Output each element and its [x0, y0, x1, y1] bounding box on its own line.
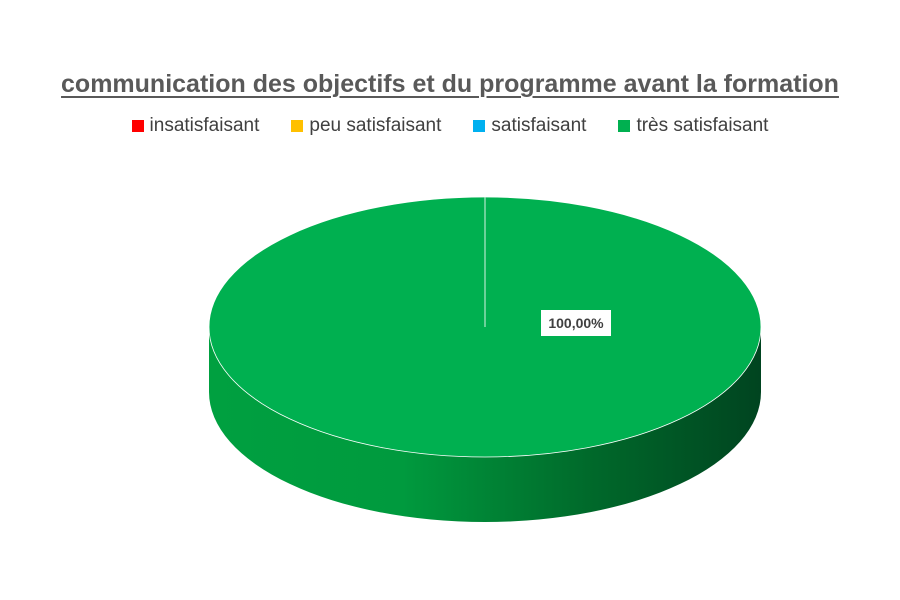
pie-side [209, 327, 761, 522]
legend-swatch [291, 120, 304, 132]
legend-item-peu-satisfaisant: peu satisfaisant [291, 115, 441, 137]
data-label: 100,00% [548, 315, 604, 331]
legend-swatch [131, 120, 144, 132]
chart-legend: insatisfaisant peu satisfaisant satisfai… [0, 115, 900, 137]
legend-item-insatisfaisant: insatisfaisant [131, 115, 260, 137]
legend-label: peu satisfaisant [309, 115, 442, 136]
legend-label: très satisfaisant [636, 115, 769, 136]
legend-swatch [618, 120, 631, 132]
legend-item-satisfaisant: satisfaisant [473, 115, 586, 137]
legend-swatch [473, 120, 486, 132]
legend-item-tres-satisfaisant: très satisfaisant [618, 115, 768, 137]
data-label-box [541, 310, 611, 336]
legend-label: insatisfaisant [149, 115, 260, 136]
chart-title: communication des objectifs et du progra… [61, 70, 839, 98]
legend-label: satisfaisant [491, 115, 587, 136]
